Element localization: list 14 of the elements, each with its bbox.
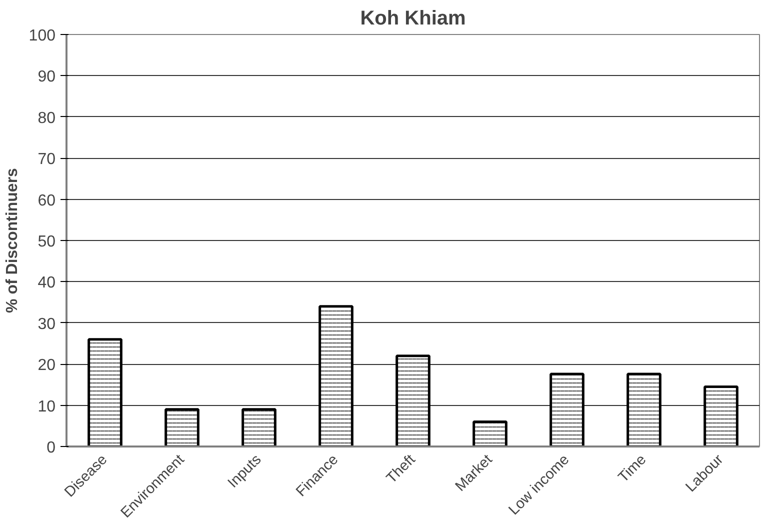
y-tick-label: 50 bbox=[38, 234, 56, 250]
y-tick-label: 60 bbox=[38, 192, 56, 210]
y-tick-label: 80 bbox=[38, 110, 56, 127]
y-tick-label: 30 bbox=[38, 316, 56, 333]
y-tick-label: 90 bbox=[38, 68, 56, 86]
y-tick-label: 0 bbox=[46, 440, 56, 456]
y-tick-label: 40 bbox=[38, 274, 56, 292]
y-tick-label: 100 bbox=[28, 28, 56, 44]
x-tick-label: Time bbox=[616, 452, 650, 486]
y-tick-label: 10 bbox=[38, 398, 56, 416]
y-tick-label: 70 bbox=[38, 151, 56, 168]
y-axis-title: % of Discontinuers bbox=[4, 168, 21, 313]
y-tick-label: 20 bbox=[38, 357, 56, 374]
chart-title: Koh Khiam bbox=[360, 8, 466, 30]
